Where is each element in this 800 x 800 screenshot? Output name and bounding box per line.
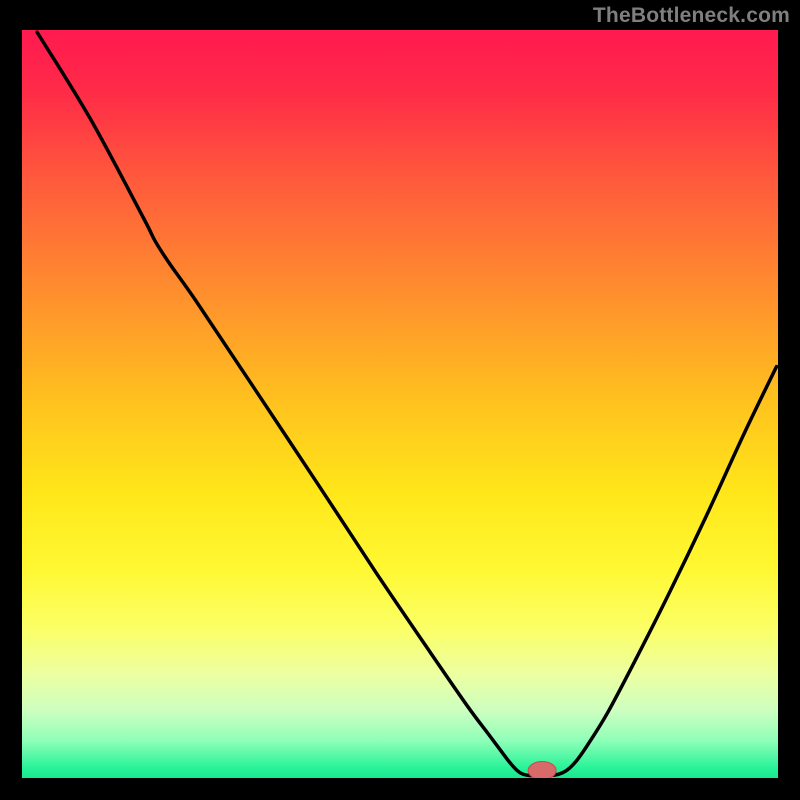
gradient-background [22,30,778,778]
plot-area [22,30,778,778]
chart-root: TheBottleneck.com [0,0,800,800]
plot-svg [22,30,778,778]
watermark-text: TheBottleneck.com [593,4,790,28]
optimal-marker [528,762,556,778]
